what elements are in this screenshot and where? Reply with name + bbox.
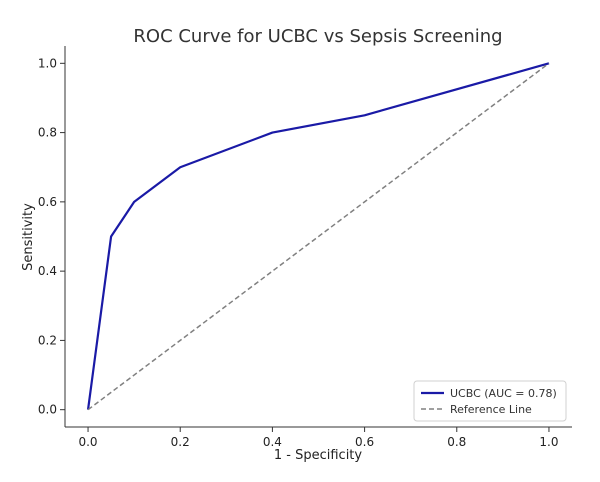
y-tick-label: 0.8 (38, 126, 57, 140)
y-tick-label: 1.0 (38, 56, 57, 70)
x-tick-label: 0.8 (447, 435, 466, 449)
y-tick-label: 0.2 (38, 333, 57, 347)
y-tick-label: 0.6 (38, 195, 57, 209)
x-axis-label: 1 - Specificity (274, 448, 363, 463)
x-tick-label: 1.0 (539, 435, 558, 449)
x-tick-label: 0.6 (355, 435, 374, 449)
y-axis-label: Sensitivity (21, 203, 36, 271)
x-tick-label: 0.2 (171, 435, 190, 449)
roc-curve-line (86, 62, 550, 410)
legend-entry-label: UCBC (AUC = 0.78) (450, 387, 557, 400)
legend-entry-label: Reference Line (450, 403, 532, 416)
reference-line (87, 62, 550, 411)
legend-box (413, 380, 567, 422)
x-tick-label: 0.4 (263, 435, 282, 449)
y-tick-label: 0.4 (38, 264, 57, 278)
chart-title: ROC Curve for UCBC vs Sepsis Screening (133, 26, 502, 47)
x-tick-label: 0.0 (78, 435, 97, 449)
legend: UCBC (AUC = 0.78) Reference Line (413, 380, 567, 422)
y-tick-label: 0.0 (38, 403, 57, 417)
plot-area: 0.0 0.2 0.4 0.6 0.8 1.0 0.0 0.2 0.4 0.6 0.8 1.0 (38, 46, 572, 449)
